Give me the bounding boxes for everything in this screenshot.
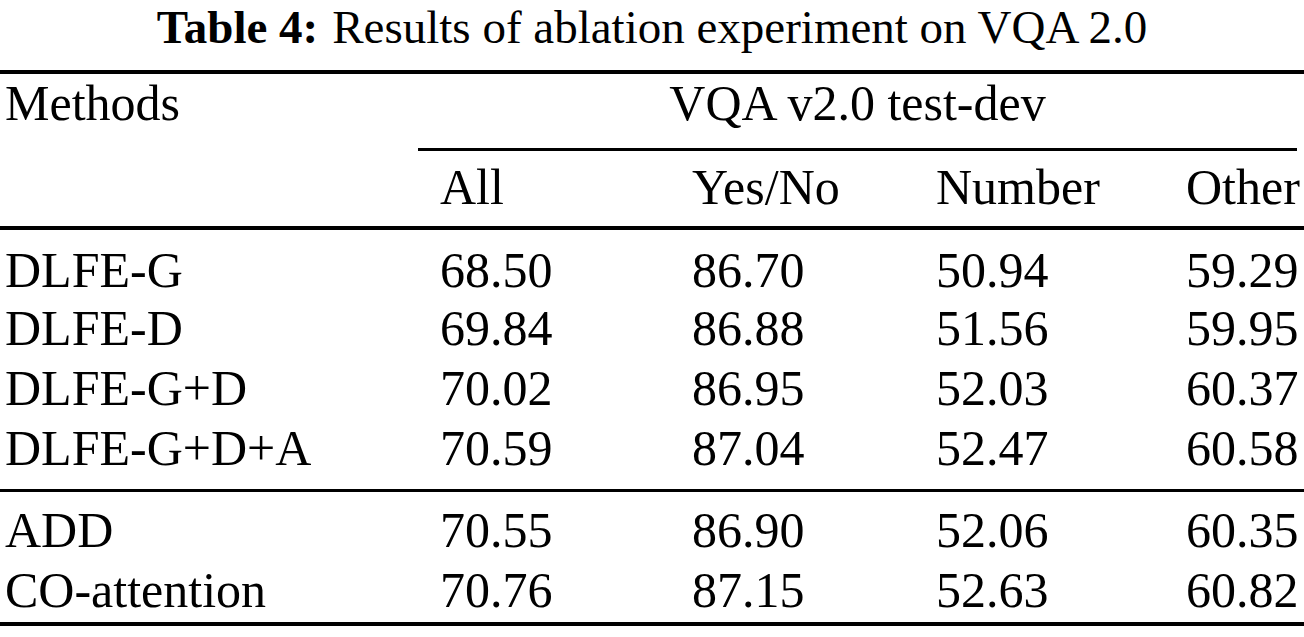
value-cell-other: 59.95 <box>1186 300 1299 356</box>
value-cell-all: 69.84 <box>440 300 553 356</box>
value-cell-other: 59.29 <box>1186 242 1299 298</box>
table-rule-cmid <box>418 148 1297 151</box>
value-cell-number: 50.94 <box>936 242 1049 298</box>
value-cell-all: 70.76 <box>440 562 553 618</box>
value-cell-other: 60.82 <box>1186 562 1299 618</box>
paper-table-figure: Table 4:Results of ablation experiment o… <box>0 0 1304 637</box>
method-cell: ADD <box>5 502 113 558</box>
benchmark-group-header: VQA v2.0 test-dev <box>418 75 1297 131</box>
method-cell: DLFE-G+D <box>5 360 247 416</box>
value-cell-all: 70.55 <box>440 502 553 558</box>
method-cell: DLFE-D <box>5 300 183 356</box>
table-row: DLFE-G+D+A 70.59 87.04 52.47 60.58 <box>0 420 1304 476</box>
value-cell-all: 68.50 <box>440 242 553 298</box>
value-cell-other: 60.58 <box>1186 420 1299 476</box>
table-row: ADD 70.55 86.90 52.06 60.35 <box>0 502 1304 558</box>
column-header-all: All <box>440 159 504 215</box>
table-subheader-row: All Yes/No Number Other <box>0 159 1304 215</box>
table-row: CO-attention 70.76 87.15 52.63 60.82 <box>0 562 1304 618</box>
table-rule-group-separator <box>0 489 1304 492</box>
value-cell-other: 60.37 <box>1186 360 1299 416</box>
value-cell-yesno: 86.95 <box>692 360 805 416</box>
column-header-number: Number <box>936 159 1100 215</box>
value-cell-yesno: 86.90 <box>692 502 805 558</box>
table-row: DLFE-D 69.84 86.88 51.56 59.95 <box>0 300 1304 356</box>
value-cell-number: 52.03 <box>936 360 1049 416</box>
method-cell: CO-attention <box>5 562 266 618</box>
column-header-other: Other <box>1186 159 1300 215</box>
value-cell-yesno: 87.04 <box>692 420 805 476</box>
table-caption-label: Table 4: <box>157 1 319 53</box>
table-caption-text: Results of ablation experiment on VQA 2.… <box>332 1 1147 53</box>
value-cell-number: 52.06 <box>936 502 1049 558</box>
value-cell-yesno: 86.70 <box>692 242 805 298</box>
method-cell: DLFE-G+D+A <box>5 420 311 476</box>
value-cell-yesno: 86.88 <box>692 300 805 356</box>
table-row: DLFE-G+D 70.02 86.95 52.03 60.37 <box>0 360 1304 416</box>
value-cell-all: 70.59 <box>440 420 553 476</box>
value-cell-other: 60.35 <box>1186 502 1299 558</box>
table-rule-bottom <box>0 622 1304 626</box>
table-header-row: Methods VQA v2.0 test-dev <box>0 75 1304 131</box>
value-cell-number: 51.56 <box>936 300 1049 356</box>
value-cell-all: 70.02 <box>440 360 553 416</box>
methods-column-header: Methods <box>5 75 180 131</box>
table-rule-header-bottom <box>0 226 1304 230</box>
table-caption: Table 4:Results of ablation experiment o… <box>0 0 1304 54</box>
table-row: DLFE-G 68.50 86.70 50.94 59.29 <box>0 242 1304 298</box>
value-cell-number: 52.47 <box>936 420 1049 476</box>
value-cell-number: 52.63 <box>936 562 1049 618</box>
method-cell: DLFE-G <box>5 242 183 298</box>
value-cell-yesno: 87.15 <box>692 562 805 618</box>
column-header-yesno: Yes/No <box>692 159 840 215</box>
table-rule-top <box>0 70 1304 74</box>
